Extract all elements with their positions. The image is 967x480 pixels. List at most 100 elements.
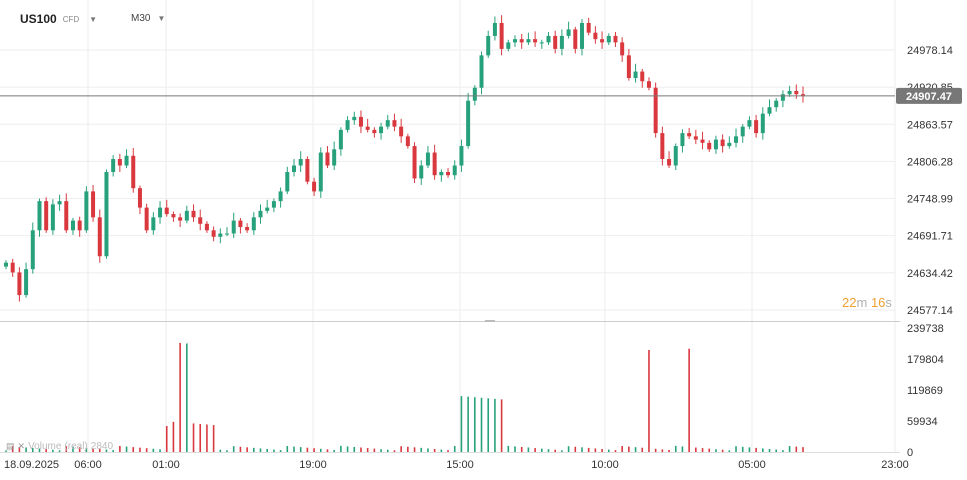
candle — [640, 71, 645, 82]
candle — [446, 171, 451, 176]
candle — [70, 220, 75, 231]
candle — [271, 201, 276, 208]
volume-tick-label: 239738 — [907, 323, 944, 335]
candle — [405, 136, 410, 147]
candle — [613, 35, 618, 43]
candle — [84, 191, 89, 231]
candle — [794, 90, 799, 95]
candle — [225, 233, 230, 235]
candle — [727, 142, 732, 147]
candle — [278, 191, 283, 202]
candle — [466, 100, 471, 147]
candle — [492, 22, 497, 36]
candle — [392, 120, 397, 127]
candle — [486, 35, 491, 56]
candle — [519, 39, 524, 43]
candle — [506, 42, 511, 49]
candle — [198, 217, 203, 224]
volume-legend: ▤ ✕ Volume (real) 2840 — [6, 441, 113, 452]
candle — [312, 181, 317, 192]
candle — [586, 22, 591, 33]
candle — [626, 55, 631, 79]
close-icon[interactable]: ✕ — [17, 441, 26, 451]
candle — [734, 136, 739, 143]
volume-tick-label: 59934 — [907, 416, 938, 428]
candle — [425, 152, 430, 166]
timeframe-selector[interactable]: M30 ▼ — [131, 13, 165, 24]
candle — [10, 262, 15, 273]
candle — [680, 133, 685, 147]
candle — [104, 171, 109, 257]
candle — [754, 120, 759, 134]
candle — [178, 217, 183, 221]
candle — [97, 217, 102, 257]
candle — [332, 149, 337, 166]
y-tick-label: 24634.42 — [907, 268, 953, 280]
candle — [338, 129, 343, 150]
candle — [720, 139, 725, 147]
symbol-name[interactable]: US100 — [20, 12, 57, 26]
candle — [579, 22, 584, 49]
candle — [606, 35, 611, 43]
x-tick-label: 23:00 — [881, 459, 909, 471]
symbol-header[interactable]: US100 CFD ▼ — [20, 10, 97, 28]
candle — [740, 126, 745, 137]
candle — [787, 90, 792, 95]
candle — [439, 171, 444, 176]
candle — [600, 39, 605, 43]
candle — [77, 220, 82, 231]
instrument-type: CFD — [62, 14, 80, 24]
candle — [479, 55, 484, 88]
candle — [801, 94, 805, 97]
candle — [164, 207, 169, 215]
candle — [693, 136, 698, 140]
candle — [573, 29, 578, 49]
candle — [204, 223, 209, 231]
chart-icon[interactable]: ▤ — [6, 441, 15, 451]
x-tick-label: 18.09.2025 — [4, 459, 59, 471]
candle — [251, 217, 256, 231]
candle — [57, 201, 62, 205]
candle — [4, 262, 8, 267]
candle — [358, 116, 363, 127]
y-tick-label: 24863.57 — [907, 119, 953, 131]
candle — [553, 35, 558, 49]
candle — [24, 269, 29, 296]
candle — [633, 71, 638, 79]
volume-tick-label: 0 — [907, 447, 913, 459]
chevron-down-icon[interactable]: ▼ — [157, 14, 166, 23]
candle — [211, 230, 216, 237]
x-tick-label: 05:00 — [738, 459, 766, 471]
candle — [747, 120, 752, 127]
pane-resize-handle[interactable] — [485, 320, 495, 322]
candle — [124, 155, 129, 166]
chevron-down-icon[interactable]: ▼ — [89, 14, 98, 24]
candle — [472, 87, 477, 101]
candle — [318, 152, 323, 192]
candle — [593, 32, 598, 40]
candle — [285, 171, 290, 192]
x-tick-label: 10:00 — [591, 459, 619, 471]
candle — [117, 159, 122, 166]
timeframe-label[interactable]: M30 — [131, 13, 151, 24]
candle — [291, 165, 296, 172]
candle — [91, 191, 96, 218]
x-tick-label: 19:00 — [299, 459, 327, 471]
volume-label: Volume — [28, 441, 62, 452]
candle — [660, 133, 665, 160]
candle — [620, 42, 625, 56]
volume-period: (real) — [64, 441, 88, 452]
candle — [760, 113, 765, 134]
candle — [767, 107, 772, 114]
x-tick-label: 06:00 — [74, 459, 102, 471]
candle — [258, 210, 263, 218]
candle — [184, 210, 189, 221]
candle — [774, 100, 779, 108]
candle — [245, 227, 250, 231]
candle — [44, 201, 49, 231]
candle — [687, 133, 692, 137]
candle — [158, 207, 163, 218]
current-price-label: 24907.47 — [906, 91, 952, 103]
candle — [379, 126, 384, 134]
